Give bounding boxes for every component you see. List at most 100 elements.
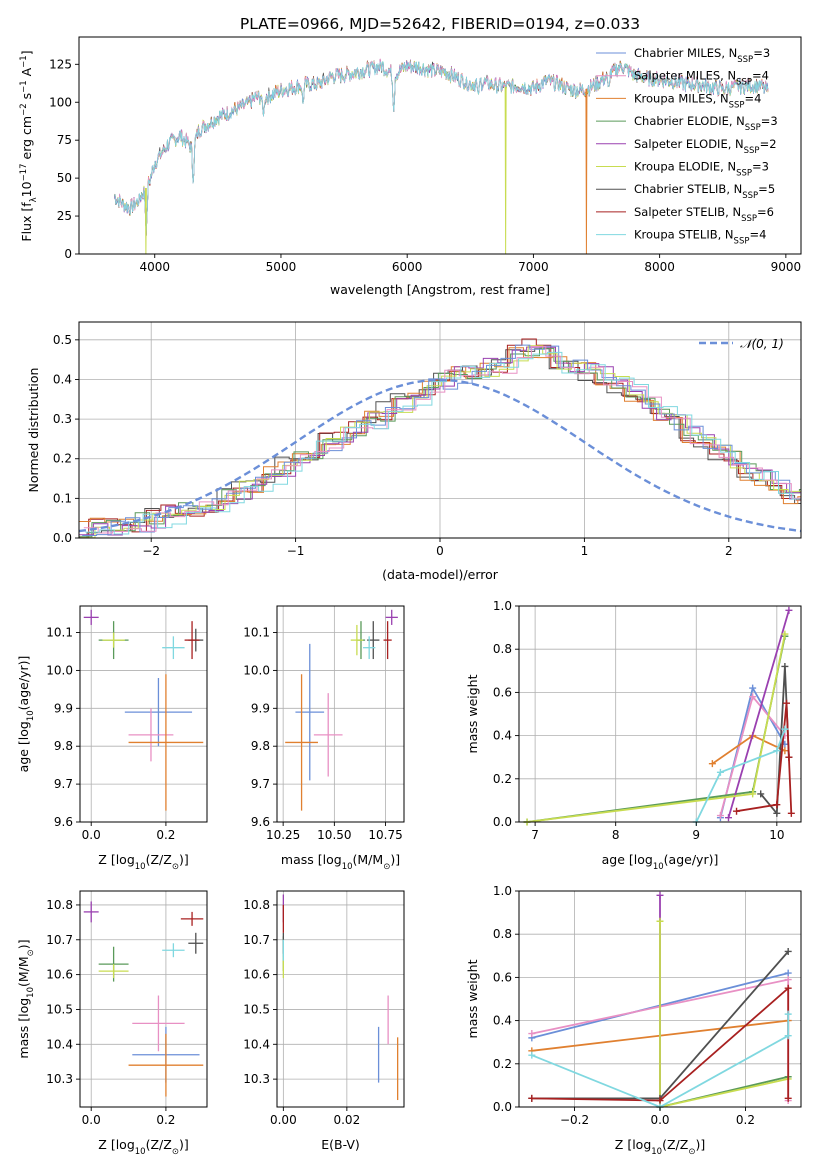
weight-marker-7	[784, 984, 792, 992]
legend-entry-3: Chabrier ELODIE, NSSP=3	[634, 114, 778, 133]
plot-area	[282, 894, 399, 1101]
y-axis-label: mass [log10(M/M⊙)]	[16, 939, 36, 1058]
y-axis-label-part: A	[19, 67, 34, 80]
legend-entry-7-part: , N	[725, 205, 741, 219]
axes-frame	[276, 890, 405, 1108]
x-axis-label-part: )]	[179, 852, 189, 867]
weight-line-0	[719, 685, 786, 818]
weight-marker-7	[656, 1097, 664, 1105]
legend-entry-7-part: Salpeter STELIB	[634, 205, 725, 219]
y-tick-label: 10.3	[46, 1072, 73, 1086]
x-axis-label-part: ⊙	[172, 1147, 179, 1157]
x-axis-label-part: Z [log	[98, 1137, 134, 1152]
legend-entry-4-part: 2	[769, 137, 776, 151]
x-tick-label: 2	[725, 544, 733, 558]
x-axis-label-part: (M/M	[353, 852, 384, 867]
weight-marker-8	[773, 747, 781, 755]
legend-entry-6: Chabrier STELIB, NSSP=5	[634, 182, 775, 201]
plot-area	[79, 338, 801, 538]
legend-entry-6-part: , N	[726, 182, 742, 196]
x-axis-label-part: ⊙	[383, 862, 390, 872]
weight-marker-7	[785, 753, 793, 761]
plot-area	[528, 891, 792, 1111]
y-tick-label: 0.4	[493, 729, 512, 743]
y-tick-label: 0.0	[493, 815, 512, 829]
legend-entry-5: Kroupa ELODIE, NSSP=3	[634, 160, 769, 179]
weight-marker-5	[749, 790, 757, 798]
weight-marker-5	[781, 630, 789, 638]
legend-entry-2-part: , N	[713, 91, 729, 105]
y-tick-label: 10.5	[243, 1002, 270, 1016]
y-axis-label-part: 10	[26, 987, 36, 998]
weight-marker-7	[773, 801, 781, 809]
y-tick-label: 50	[57, 171, 72, 185]
plot-area	[285, 609, 398, 811]
legend-entry-6-part: SSP	[742, 191, 758, 201]
x-tick-label: 10.50	[317, 828, 351, 842]
y-tick-label: 10.8	[243, 898, 270, 912]
x-tick-label: 0.02	[333, 1113, 360, 1127]
x-tick-label: −1	[287, 544, 305, 558]
weight-line-8	[695, 728, 786, 823]
x-tick-label: 0.0	[82, 1113, 101, 1127]
x-axis-label-part: (Z/Z	[662, 1137, 688, 1152]
axes-frame	[79, 605, 208, 823]
legend-entry-3-part: 3	[770, 114, 777, 128]
y-tick-label: 10.3	[243, 1072, 270, 1086]
x-tick-label: 0.00	[270, 1113, 297, 1127]
y-tick-label: 0.3	[53, 412, 72, 426]
weight-line-8	[531, 1014, 790, 1108]
y-tick-label: 10.1	[46, 626, 73, 640]
spectrum-spike	[504, 86, 507, 254]
weight-marker-8	[716, 768, 724, 776]
x-tick-label: 0.2	[736, 1113, 755, 1127]
axes-frame	[518, 605, 802, 823]
legend-entry-0: Chabrier MILES, NSSP=3	[634, 46, 770, 65]
y-tick-label: 9.8	[54, 739, 73, 753]
y-tick-label: 25	[57, 209, 72, 223]
weight-marker-4	[724, 814, 732, 822]
x-tick-label: 1	[581, 544, 589, 558]
y-axis-label-part: −17	[19, 163, 29, 181]
legend-entry-1-part: , N	[720, 69, 736, 83]
legend-entry-5-part: SSP	[736, 169, 752, 179]
y-axis-label-part: (M/M	[16, 956, 31, 987]
spectrum-panel: 4000 5000 6000 7000 8000 90000255075100125wav…	[19, 36, 802, 297]
spectrum-spike	[585, 88, 588, 254]
weight-marker-7	[733, 807, 741, 815]
y-tick-label: 0.4	[53, 372, 72, 386]
legend-entry-2-part: Kroupa MILES	[634, 91, 713, 105]
histogram-step-3	[79, 347, 801, 538]
weight-marker-4	[656, 891, 664, 899]
y-tick-label: 9.9	[54, 701, 73, 715]
y-axis-label-part: erg cm	[19, 116, 34, 164]
x-tick-label: 8	[612, 828, 620, 842]
weight-marker-0	[784, 969, 792, 977]
legend-entry-8: Kroupa STELIB, NSSP=4	[634, 228, 766, 247]
y-tick-label: 1.0	[493, 884, 512, 898]
y-axis-label-part: ⊙	[26, 949, 36, 956]
axes-frame	[276, 605, 405, 823]
weight-marker-8	[528, 1051, 536, 1059]
weight-marker-7	[782, 699, 790, 707]
x-tick-label: 7000	[518, 260, 549, 274]
y-tick-label: 10.4	[243, 1037, 270, 1051]
legend-entry-5-part: Kroupa ELODIE	[634, 160, 720, 174]
y-tick-label: 0.6	[493, 685, 512, 699]
y-axis-label-part: ]	[19, 50, 34, 55]
weight-marker-7	[787, 809, 795, 817]
x-tick-label: 0	[436, 544, 444, 558]
weight-marker-1	[528, 1030, 536, 1038]
y-tick-label: 1.0	[493, 599, 512, 613]
legend-entry-6-part: 5	[768, 182, 775, 196]
x-axis-label: E(B-V)	[321, 1137, 360, 1152]
x-tick-label: 9	[692, 828, 700, 842]
x-axis-label-part: )]	[390, 852, 400, 867]
y-axis-label: Normed distribution	[26, 368, 41, 493]
weight-marker-8	[781, 725, 789, 733]
x-axis-label-part: (Z/Z	[146, 852, 172, 867]
y-tick-label: 100	[49, 95, 72, 109]
legend-entry-3-part: , N	[729, 114, 745, 128]
x-axis-label-part: )]	[695, 1137, 705, 1152]
